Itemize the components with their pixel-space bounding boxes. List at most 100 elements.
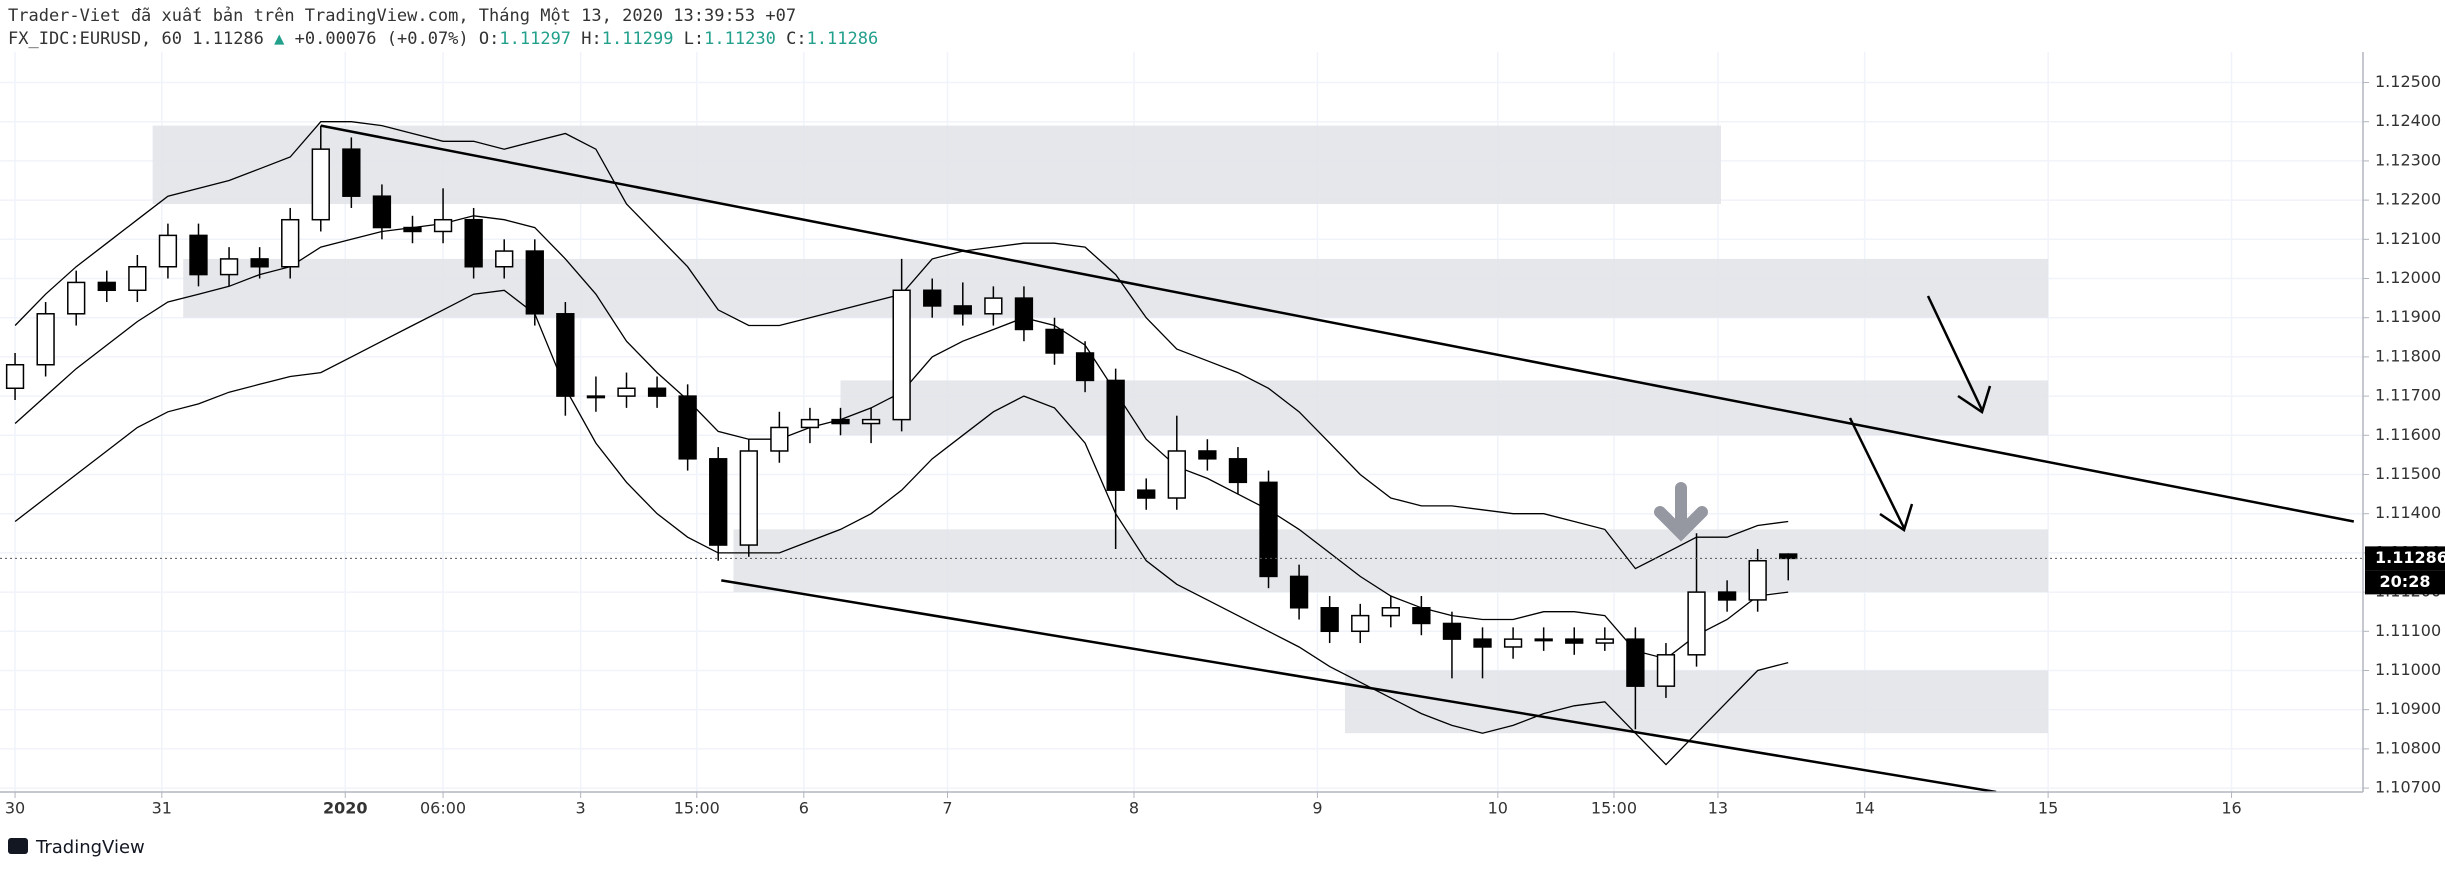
x-tick-label: 3	[576, 799, 586, 818]
candle-body	[128, 265, 147, 292]
y-tick-label: 1.11500	[2375, 464, 2441, 483]
candle-body	[1228, 458, 1248, 484]
candle-body	[1779, 553, 1798, 560]
y-tick-label: 1.11700	[2375, 386, 2441, 405]
candle-body	[1351, 614, 1370, 633]
zone	[1344, 670, 2049, 734]
trend-line	[721, 579, 1997, 792]
y-tick-label: 1.11400	[2375, 503, 2441, 522]
candle-body	[953, 305, 972, 315]
candle-body	[1075, 352, 1095, 382]
y-tick-label: 1.12200	[2375, 190, 2441, 209]
zone	[733, 529, 2049, 593]
x-tick-label: 9	[1312, 799, 1322, 818]
band-line	[14, 289, 1789, 766]
l-value: 1.11230	[704, 29, 776, 49]
candle-body	[861, 418, 881, 425]
x-tick-label: 7	[942, 799, 952, 818]
candle-body	[311, 148, 330, 221]
x-tick-label: 8	[1129, 799, 1139, 818]
candle-body	[1503, 638, 1523, 648]
candle-body	[250, 258, 269, 268]
candle-body	[1045, 328, 1064, 354]
o-label: O:	[479, 29, 499, 49]
candle-body	[1656, 654, 1676, 687]
candle-body	[1167, 450, 1186, 499]
countdown-box	[2365, 570, 2445, 595]
arrow-line	[1848, 417, 1906, 529]
last-price-label: 1.11286	[2375, 548, 2445, 567]
y-tick-label: 1.12400	[2375, 111, 2441, 130]
x-tick-label: 6	[799, 799, 809, 818]
c-label: C:	[786, 29, 806, 49]
publisher-line: Trader-Viet đã xuất bản trên TradingView…	[8, 6, 796, 26]
last-price-box	[2365, 546, 2445, 571]
candle-body	[189, 234, 208, 276]
x-tick-label: 16	[2221, 799, 2241, 818]
o-value: 1.11297	[499, 29, 571, 49]
candle-body	[709, 458, 728, 546]
candle-body	[1565, 638, 1584, 644]
x-tick-label: 13	[1708, 799, 1728, 818]
candle-body	[1106, 379, 1125, 491]
candle-body	[495, 250, 514, 268]
y-tick-label: 1.12100	[2375, 229, 2441, 248]
candle-body	[1259, 481, 1278, 578]
x-tick-label: 10	[1488, 799, 1508, 818]
candle-body	[433, 218, 453, 233]
y-tick-label: 1.10700	[2375, 778, 2441, 797]
l-label: L:	[684, 29, 704, 49]
candle-body	[36, 313, 55, 366]
x-tick-label: 2020	[323, 799, 368, 818]
h-value: 1.11299	[602, 29, 674, 49]
candle-body	[403, 226, 422, 233]
candle-body	[67, 281, 86, 315]
y-tick-label: 1.12500	[2375, 72, 2441, 91]
candle-body	[1473, 638, 1492, 648]
candle-body	[923, 289, 942, 307]
candle-body	[831, 418, 850, 425]
candle-body	[984, 297, 1003, 315]
y-tick-label: 1.12000	[2375, 268, 2441, 287]
arrow-line	[1926, 295, 1984, 411]
candle-body	[1595, 638, 1614, 644]
candle-body	[372, 195, 392, 229]
candle-body	[1320, 607, 1339, 633]
candle-body	[1289, 575, 1309, 609]
y-tick-label: 1.10900	[2375, 699, 2441, 718]
x-tick-label: 06:00	[420, 799, 466, 818]
candle-body	[1687, 591, 1706, 656]
candle-body	[892, 289, 911, 421]
candle-body	[1412, 607, 1431, 625]
candle-body	[464, 218, 483, 268]
last-price: 1.11286	[192, 29, 264, 49]
candle-body	[219, 258, 239, 276]
symbol-legend: FX_IDC:EURUSD, 60 1.11286 ▲ +0.00076 (+0…	[8, 29, 878, 49]
brand-logo	[8, 838, 28, 854]
arrow-head	[1654, 506, 1708, 542]
highlight-arrow	[1654, 482, 1708, 542]
brand: TradingView	[8, 837, 145, 858]
candle-body	[1534, 638, 1553, 642]
y-tick-label: 1.11800	[2375, 346, 2441, 365]
y-tick-label: 1.11600	[2375, 425, 2441, 444]
candle-body	[1626, 638, 1645, 687]
symbol: FX_IDC:EURUSD, 60	[8, 29, 182, 49]
candle-body	[1198, 450, 1217, 460]
x-tick-label: 30	[5, 799, 25, 818]
candle-body	[281, 218, 300, 268]
h-label: H:	[581, 29, 601, 49]
candle-body	[1137, 489, 1156, 499]
y-tick-label: 1.11000	[2375, 660, 2441, 679]
candle-body	[770, 426, 789, 452]
candle-body	[678, 395, 697, 460]
x-tick-label: 31	[152, 799, 172, 818]
x-tick-label: 15	[2038, 799, 2058, 818]
brand-name: TradingView	[35, 837, 145, 858]
annotation-arrows	[1848, 295, 1992, 532]
x-tick-label: 15:00	[1591, 799, 1637, 818]
y-tick-label: 1.11100	[2375, 621, 2441, 640]
candle-body	[800, 418, 820, 429]
